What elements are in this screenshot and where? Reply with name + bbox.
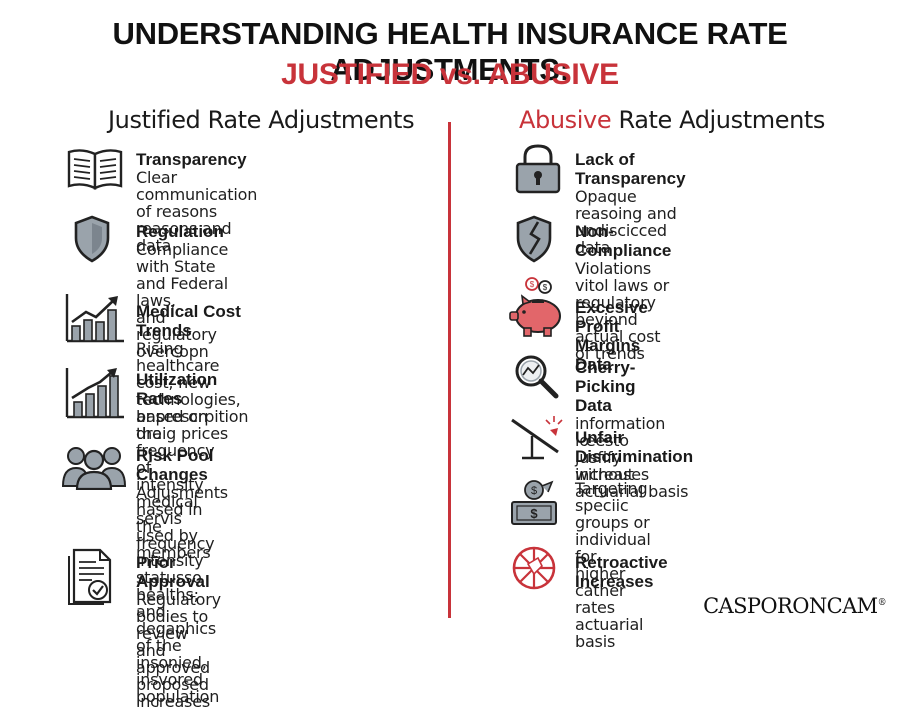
item-desc-line: beyiond actual cost of trends: [575, 310, 661, 363]
justified-heading: Justified Rate Adjustments: [108, 106, 415, 134]
abusive-heading: Abusive Rate Adjustments: [519, 106, 825, 134]
cracked-shield-icon: [514, 214, 554, 264]
padlock-icon: [512, 142, 564, 194]
piggy-bank-icon: $ $: [508, 276, 566, 338]
item-desc-line: and regulatory overcopn: [136, 308, 217, 361]
item-title-line2: Data: [575, 355, 612, 374]
broken-scale-icon: [508, 412, 564, 462]
people-group-icon: [62, 442, 126, 490]
svg-text:$: $: [543, 283, 548, 292]
item-desc-line: Opaque reasoing and undiscicced: [575, 187, 677, 240]
item-desc-line: without actuarial basis: [575, 465, 689, 501]
item-desc-line: Rising healthcare cost, new technologies…: [136, 339, 241, 409]
item-title: Non-Compliance: [575, 222, 672, 260]
trend-bar-chart-icon: [64, 366, 126, 420]
item-desc-line: individual for higher cather rates: [575, 530, 651, 617]
item-title: Transparency: [136, 150, 247, 169]
svg-text:$: $: [530, 506, 538, 521]
item-title: Risk Pool Changes: [136, 446, 214, 484]
page-title: UNDERSTANDING HEALTH INSURANCE RATE ADJU…: [112, 16, 788, 87]
retroactive-wheel-icon: [510, 544, 558, 592]
rising-bar-chart-icon: [64, 292, 126, 344]
item-desc-line: data: [575, 238, 611, 257]
column-divider: [448, 122, 451, 618]
item-desc-line: information iœesto jusfify increases: [575, 414, 666, 484]
abusive-heading-rest: Rate Adjustments: [611, 106, 826, 134]
item-title: Utilization Rates: [136, 370, 218, 408]
item-desc-line: Compliance with State and Federal laws,: [136, 240, 229, 310]
item-desc-line: Targeting speciic groups or: [575, 479, 650, 532]
money-target-icon: $ $: [508, 478, 564, 528]
item-desc-line: Clear communication of reasons: [136, 168, 258, 221]
open-book-icon: [66, 146, 124, 192]
item-title: Cherry-Picking Data: [575, 358, 636, 415]
item-title: Lack of Transparency: [575, 150, 686, 188]
item-desc-line: reasons and data: [136, 219, 232, 255]
item-title: Excesive Profit Margins: [575, 298, 648, 355]
item-desc-line: Adjusments hased in the frequency: [136, 483, 228, 553]
item-title: Retroactive Increases: [575, 553, 668, 591]
subtitle-justified: JUSTIFIED: [281, 58, 432, 91]
brand-name: CASPORONCAM: [703, 594, 878, 618]
page-subtitle: JUSTIFIED vs. ABUSIVE: [0, 58, 900, 92]
item-desc-line: Violations vitol laws or regulatory: [575, 259, 670, 312]
item-desc-line: anprescrpition draig prices: [136, 407, 249, 443]
item-title: Unfair Discrimination: [575, 428, 694, 466]
shield-icon: [72, 214, 112, 264]
item-desc-line: based on the freguency of intensity: [136, 407, 215, 494]
item-desc-line: actuarial basis: [575, 615, 644, 651]
item-desc-line: approved proposed increases: [136, 658, 211, 711]
abusive-heading-accent: Abusive: [519, 106, 612, 134]
item-desc-line: intensity statusso healths; and: [136, 551, 204, 621]
subtitle-vs: vs.: [431, 58, 488, 91]
registered-mark: ®: [877, 598, 887, 608]
svg-text:$: $: [531, 485, 537, 497]
item-title: Regulation: [136, 222, 224, 241]
item-title: Prior Approval: [136, 553, 210, 591]
subtitle-abusive: ABUSIVE: [487, 58, 620, 91]
magnifier-icon: [512, 352, 560, 400]
svg-text:$: $: [530, 280, 535, 289]
item-title: Medical Cost Trends: [136, 302, 241, 340]
item-desc-line: medical servis used by members: [136, 492, 211, 562]
brand-logo: CASPORONCAM®: [703, 594, 887, 618]
item-desc-line: Regulatory bodies to review and: [136, 590, 221, 660]
approved-document-icon: [66, 548, 116, 606]
